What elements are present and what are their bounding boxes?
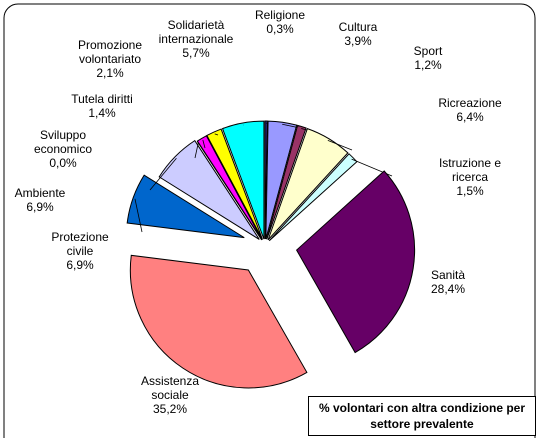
slice-value-label: 0,3% bbox=[266, 22, 294, 36]
slice-value-label: 3,9% bbox=[344, 34, 372, 48]
slice-label: Solidarietà internazionale bbox=[158, 18, 234, 46]
slice-label: Assistenza sociale bbox=[140, 374, 200, 402]
slice-label: Religione bbox=[254, 8, 306, 22]
slice-value-label: 1,5% bbox=[456, 184, 484, 198]
pie-slice bbox=[265, 120, 298, 240]
slice-label: Protezione civile bbox=[51, 230, 109, 258]
pie-slice bbox=[158, 139, 260, 240]
pie-slice bbox=[126, 174, 245, 239]
slice-value-label: 0,0% bbox=[49, 156, 77, 170]
slice-value-label: 28,4% bbox=[430, 282, 466, 296]
slice-label: Istruzione e ricerca bbox=[438, 156, 502, 184]
slice-label: Ricreazione bbox=[438, 96, 502, 110]
slice-label: Sanità bbox=[430, 268, 466, 282]
slice-value-label: 5,7% bbox=[182, 46, 210, 60]
slice-value-label: 6,9% bbox=[66, 258, 94, 272]
leader-line bbox=[214, 133, 219, 136]
leader-line bbox=[194, 142, 199, 159]
slice-label: Sviluppo economico bbox=[33, 128, 93, 156]
chart-title: % volontari con altra condizione per set… bbox=[308, 396, 536, 436]
slice-label: Tutela diritti bbox=[71, 92, 133, 106]
pie-slice bbox=[129, 254, 308, 389]
pie-slice bbox=[206, 128, 263, 240]
leader-line bbox=[327, 140, 353, 151]
pie-slice bbox=[295, 170, 416, 354]
pie-slice bbox=[267, 127, 349, 241]
chart-border bbox=[3, 3, 536, 438]
leader-line bbox=[149, 157, 177, 191]
slice-label: Promozione volontariato bbox=[77, 38, 143, 66]
slice-value-label: 6,4% bbox=[456, 110, 484, 124]
pie-slice bbox=[266, 124, 307, 240]
leader-line bbox=[134, 198, 143, 233]
slice-label: Cultura bbox=[338, 20, 378, 34]
slice-label: Sport bbox=[413, 44, 443, 58]
pie-slice bbox=[221, 120, 265, 240]
slice-value-label: 2,1% bbox=[96, 66, 124, 80]
slice-value-label: 35,2% bbox=[152, 402, 188, 416]
pie-slice bbox=[264, 120, 268, 240]
leader-line bbox=[202, 139, 206, 149]
slice-label: Ambiente bbox=[14, 186, 66, 200]
slice-value-label: 1,2% bbox=[414, 58, 442, 72]
slice-value-label: 1,4% bbox=[88, 106, 116, 120]
pie-slice bbox=[196, 135, 263, 241]
slice-value-label: 6,9% bbox=[26, 200, 54, 214]
